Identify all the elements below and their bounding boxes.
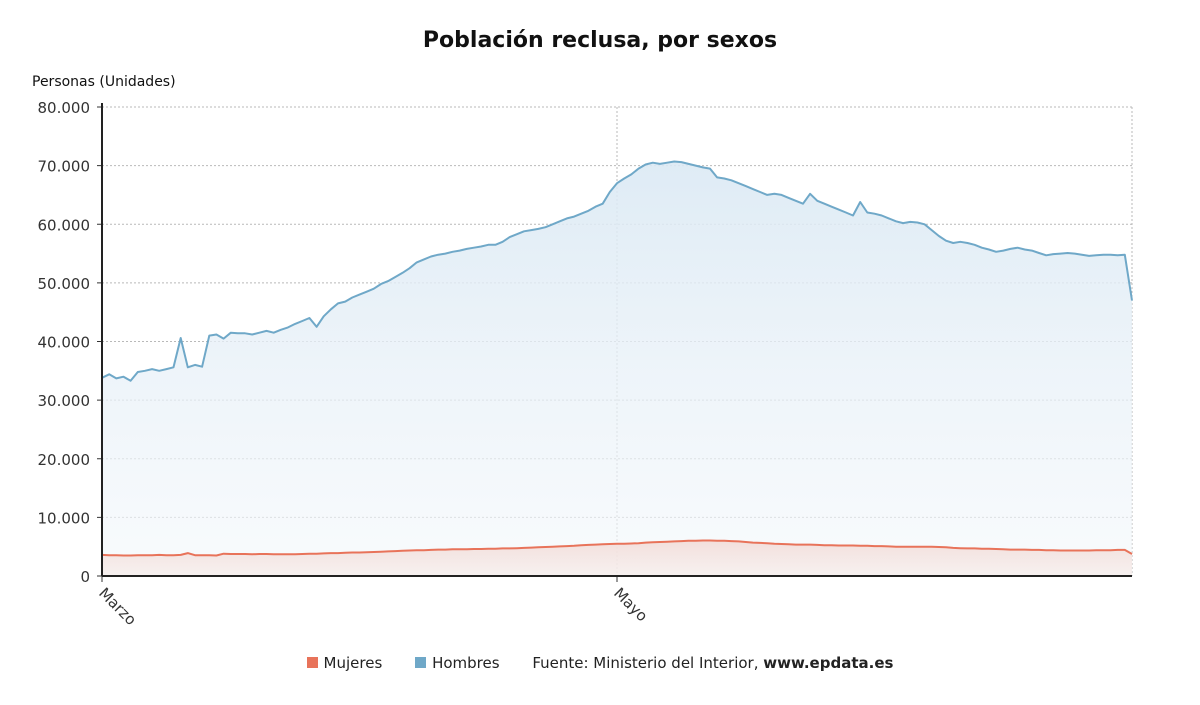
source-label: Fuente: Ministerio del Interior,	[532, 654, 764, 672]
y-tick-label: 20.000	[38, 451, 91, 469]
legend-item-hombres: Hombres	[415, 654, 500, 672]
legend-label-mujeres: Mujeres	[323, 654, 383, 672]
source-link[interactable]: www.epdata.es	[763, 654, 894, 672]
chart-title: Población reclusa, por sexos	[422, 28, 778, 53]
legend-swatch-mujeres	[306, 657, 318, 668]
y-tick-label: 10.000	[38, 509, 91, 527]
y-tick-label: 60.000	[38, 216, 91, 234]
x-tick-label: Marzo	[95, 584, 140, 629]
legend-item-mujeres: Mujeres	[306, 654, 383, 672]
area-mujeres	[102, 540, 1132, 576]
legend: Mujeres Hombres Fuente: Ministerio del I…	[0, 654, 1200, 672]
series-line-mujeres	[101, 539, 1133, 557]
legend-swatch-hombres	[415, 657, 427, 668]
y-axis-label: Personas (Unidades)	[32, 74, 176, 90]
y-tick-label: 30.000	[38, 392, 91, 410]
y-tick-label: 80.000	[38, 99, 91, 117]
legend-label-hombres: Hombres	[432, 654, 500, 672]
area-hombres	[102, 161, 1132, 576]
x-tick-label: Mayo	[610, 584, 651, 625]
y-tick-label: 40.000	[38, 334, 91, 352]
y-tick-label: 50.000	[38, 275, 91, 293]
series-line-hombres	[101, 160, 1133, 382]
y-tick-label: 0	[80, 568, 90, 586]
y-tick-label: 70.000	[38, 158, 91, 176]
source-note: Fuente: Ministerio del Interior, www.epd…	[532, 654, 893, 672]
